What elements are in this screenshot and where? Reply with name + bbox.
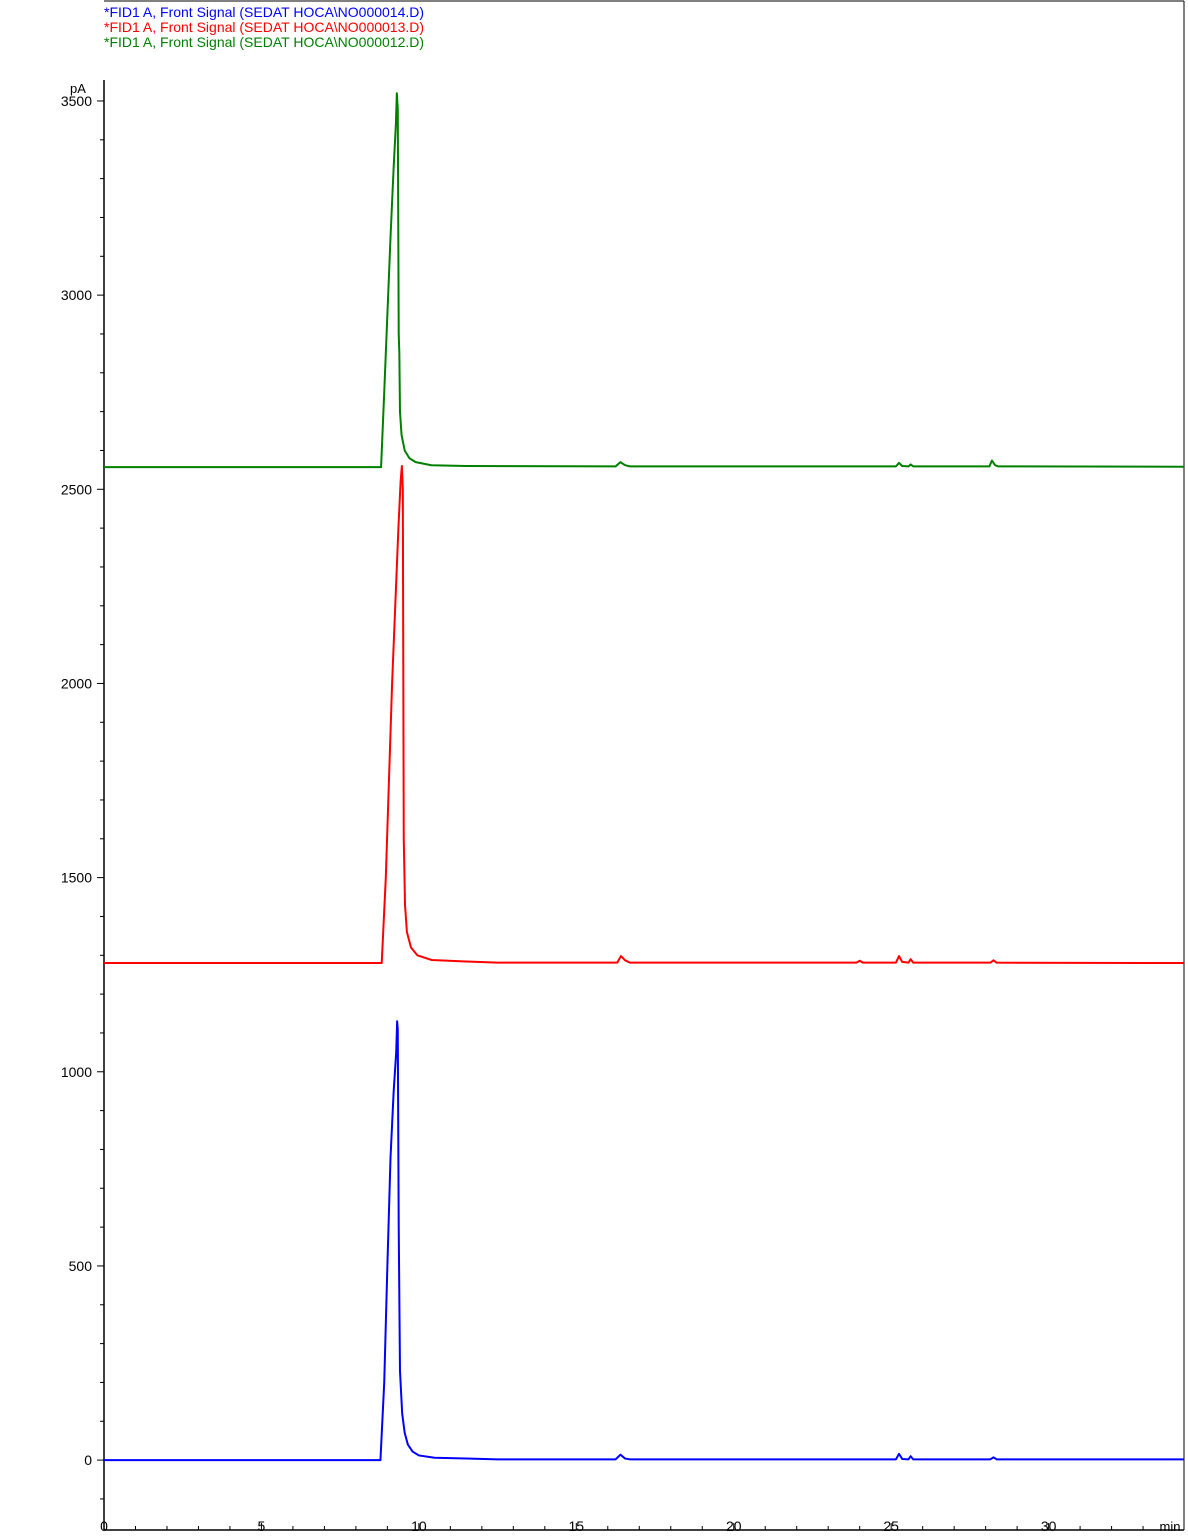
y-tick-label: 0	[84, 1452, 92, 1468]
legend-entry: *FID1 A, Front Signal (SEDAT HOCA\NO0000…	[104, 4, 425, 20]
y-tick-label: 2500	[61, 481, 92, 497]
y-tick-label: 3500	[61, 93, 92, 109]
x-tick-label: 0	[100, 1518, 108, 1533]
x-tick-label: 5	[258, 1518, 266, 1533]
series-line-2	[104, 464, 1185, 965]
legend: *FID1 A, Front Signal (SEDAT HOCA\NO0000…	[104, 5, 424, 50]
y-tick-label: 2000	[61, 675, 92, 691]
x-tick-label: 15	[569, 1518, 585, 1533]
series-line-1	[104, 1020, 1184, 1462]
y-tick-label: 1000	[61, 1064, 92, 1080]
y-tick-label: 500	[69, 1258, 93, 1274]
x-tick-label: 20	[726, 1518, 742, 1533]
x-axis-label: min	[1160, 1519, 1181, 1533]
x-tick-label: 10	[411, 1518, 427, 1533]
x-tick-label: 30	[1041, 1518, 1057, 1533]
series-line-3	[104, 92, 1185, 469]
x-tick-label: 25	[883, 1518, 899, 1533]
legend-entry: *FID1 A, Front Signal (SEDAT HOCA\NO0000…	[104, 19, 425, 35]
y-axis-label: pA	[70, 81, 86, 96]
legend-entry: *FID1 A, Front Signal (SEDAT HOCA\NO0000…	[104, 34, 425, 50]
y-tick-label: 1500	[61, 870, 92, 886]
y-tick-label: 3000	[61, 287, 92, 303]
